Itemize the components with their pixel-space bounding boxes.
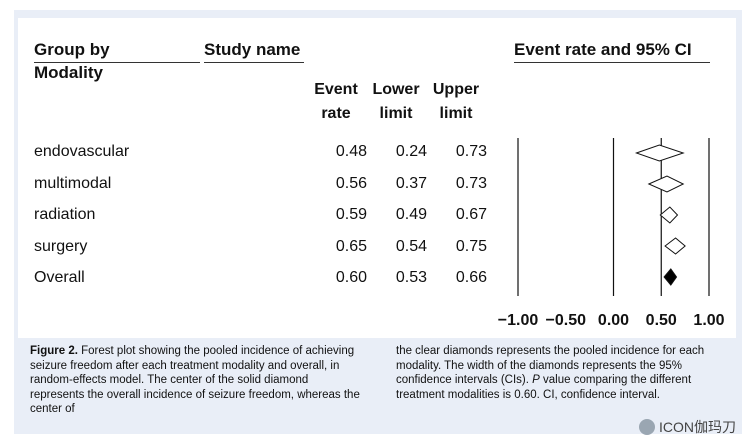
caption-figure-label: Figure 2. [30,345,78,357]
header-upper-line2: limit [439,105,473,122]
caption-left-text: Forest plot showing the pooled incidence… [30,345,360,415]
caption-right: the clear diamonds represents the pooled… [396,344,726,402]
row-label: radiation [34,206,96,223]
watermark: ICON伽玛刀 [639,417,736,437]
row-upper: 0.67 [455,206,487,223]
row-upper: 0.73 [455,175,487,192]
caption-left: Figure 2. Forest plot showing the pooled… [30,344,360,417]
row-rate: 0.56 [335,175,367,192]
header-study-underline [204,62,304,63]
row-upper: 0.75 [455,238,487,255]
caption-right-text-2: value comparing the different treatment … [396,374,692,401]
ci-diamond [659,206,679,224]
row-upper-overall: 0.66 [455,269,487,286]
header-group-line2: Modality [34,63,103,82]
row-rate-overall: 0.60 [335,269,367,286]
row-lower: 0.49 [395,206,427,223]
header-lower-line2: limit [379,105,413,122]
header-rate-line2: rate [321,105,351,122]
row-lower: 0.54 [395,238,427,255]
ci-diamond [634,144,685,162]
row-lower: 0.37 [395,175,427,192]
header-upper-line1: Upper [432,81,480,98]
header-lower-line1: Lower [372,81,420,98]
header-group-underline [34,62,200,63]
header-group-line1: Group by [34,40,110,59]
overall-diamond [663,268,678,286]
row-rate: 0.65 [335,238,367,255]
chart-panel [18,18,736,338]
row-lower: 0.24 [395,143,427,160]
x-tick-label: −1.00 [498,312,539,329]
x-tick-label: 0.00 [598,312,629,329]
ci-diamond [647,175,685,193]
x-tick-label: 0.50 [646,312,677,329]
row-rate: 0.59 [335,206,367,223]
header-plot-underline [514,62,710,63]
row-label: surgery [34,238,88,255]
x-tick-label: 1.00 [693,312,724,329]
caption-right-text-1: the clear diamonds represents the pooled… [396,345,705,386]
caption-p-italic: P [532,374,540,386]
row-upper: 0.73 [455,143,487,160]
header-study: Study name [204,40,301,59]
row-lower-overall: 0.53 [395,269,427,286]
row-label: multimodal [34,175,112,192]
row-label: endovascular [34,143,130,160]
wechat-icon [639,419,655,435]
row-label-overall: Overall [34,269,85,286]
header-rate-line1: Event [314,81,358,98]
row-rate: 0.48 [335,143,367,160]
ci-diamond [664,237,686,255]
header-plot: Event rate and 95% CI [514,40,692,59]
x-tick-label: −0.50 [546,312,587,329]
watermark-text: ICON伽玛刀 [659,419,736,435]
